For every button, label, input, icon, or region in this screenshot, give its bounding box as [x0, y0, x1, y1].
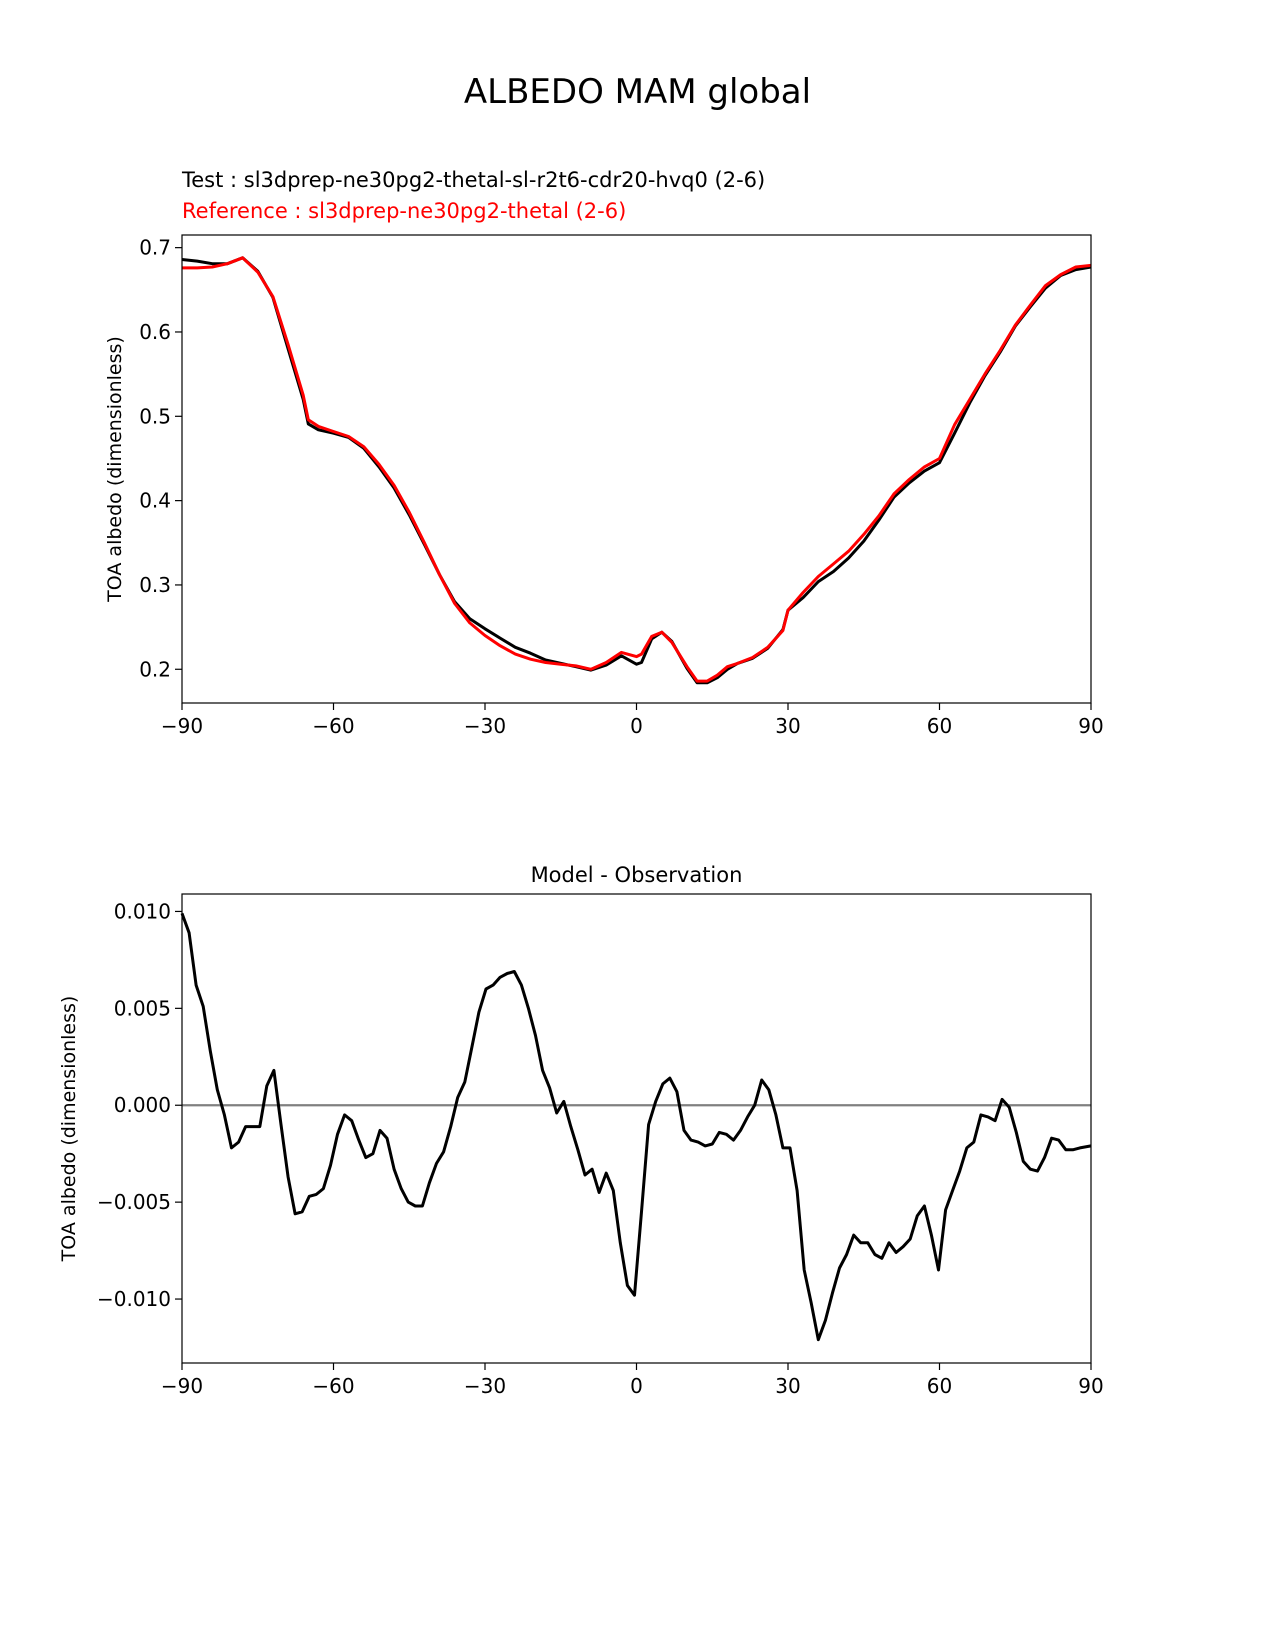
- subplot-title: Model - Observation: [531, 863, 743, 887]
- x-tick-label: 0: [630, 1374, 643, 1398]
- y-tick-label: 0.5: [139, 404, 171, 428]
- plot-frame: [181, 893, 1092, 1364]
- x-tick-label: 60: [927, 714, 952, 738]
- y-tick-label: 0.000: [114, 1093, 171, 1117]
- y-tick-label: 0.005: [114, 996, 171, 1020]
- x-tick-label: 90: [1078, 1374, 1103, 1398]
- x-tick-label: −60: [312, 714, 354, 738]
- x-tick-label: −90: [161, 714, 203, 738]
- x-tick-label: −90: [161, 1374, 203, 1398]
- y-tick-label: 0.7: [139, 236, 171, 260]
- y-tick-label: −0.005: [97, 1190, 171, 1214]
- reference-title: Reference : sl3dprep-ne30pg2-thetal (2-6…: [182, 199, 627, 223]
- figure-title: ALBEDO MAM global: [463, 72, 812, 112]
- x-tick-label: 90: [1078, 714, 1103, 738]
- top-albedo-chart: −90 −60 −30 0 30 60 90 0.2 0.3 0.4 0.5 0.6 0.7 TOA al…: [104, 234, 1104, 738]
- x-tick-label: 0: [630, 714, 643, 738]
- series-line-model-observation: [180, 912, 1092, 1342]
- x-tick-label: 30: [775, 1374, 800, 1398]
- y-axis-label: TOA albedo (dimensionless): [58, 996, 80, 1263]
- x-tick-label: −60: [312, 1374, 354, 1398]
- x-tick-label: 60: [927, 1374, 952, 1398]
- y-tick-label: 0.2: [139, 657, 171, 681]
- x-tick-label: −30: [464, 1374, 506, 1398]
- y-tick-label: 0.3: [139, 573, 171, 597]
- series-line-test: [181, 256, 1092, 685]
- y-tick-label: 0.6: [139, 320, 171, 344]
- x-tick-label: −30: [464, 714, 506, 738]
- y-axis-label: TOA albedo (dimensionless): [104, 336, 126, 603]
- series-line-reference: [182, 256, 1092, 683]
- y-tick-label: −0.010: [97, 1287, 171, 1311]
- x-tick-label: 30: [775, 714, 800, 738]
- test-title: Test : sl3dprep-ne30pg2-thetal-sl-r2t6-c…: [182, 168, 766, 192]
- y-tick-label: 0.4: [139, 489, 171, 513]
- y-tick-label: 0.010: [114, 899, 171, 923]
